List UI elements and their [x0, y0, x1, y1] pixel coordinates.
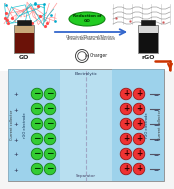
Bar [17, 20, 31, 25]
Circle shape [120, 118, 132, 130]
Circle shape [44, 118, 56, 130]
Text: rGO electrode: rGO electrode [23, 112, 27, 138]
Bar [14, 25, 34, 53]
Text: −: − [46, 149, 54, 158]
Text: rGO: rGO [141, 55, 155, 60]
Text: −: − [33, 164, 41, 173]
Text: +: + [123, 89, 129, 98]
Text: +: + [136, 164, 142, 173]
Circle shape [31, 163, 43, 175]
Circle shape [31, 133, 43, 145]
Text: +: + [123, 119, 129, 128]
Circle shape [120, 163, 132, 175]
Circle shape [120, 133, 132, 145]
Text: +: + [123, 164, 129, 173]
Bar [138, 25, 158, 53]
Circle shape [44, 88, 56, 100]
Circle shape [44, 133, 56, 145]
Text: +: + [136, 119, 142, 128]
Text: +: + [136, 134, 142, 143]
Text: +: + [136, 89, 142, 98]
Text: +: + [14, 122, 18, 128]
Text: Charger: Charger [89, 53, 108, 59]
Text: −: − [33, 119, 41, 128]
Bar [14, 33, 34, 53]
Circle shape [120, 103, 132, 115]
Text: Reduction of
GO: Reduction of GO [73, 14, 101, 23]
Text: +: + [14, 92, 18, 98]
Circle shape [120, 148, 132, 160]
Circle shape [44, 163, 56, 175]
Text: +: + [123, 104, 129, 113]
Text: +: + [123, 149, 129, 158]
Text: −: − [153, 92, 159, 98]
Text: −: − [33, 89, 41, 98]
Text: rGO electrode: rGO electrode [145, 112, 149, 138]
Text: −: − [33, 134, 41, 143]
Bar [8, 69, 164, 181]
Circle shape [44, 103, 56, 115]
Text: −: − [33, 104, 41, 113]
Circle shape [31, 148, 43, 160]
Circle shape [31, 103, 43, 115]
Bar [112, 69, 164, 181]
Bar [8, 69, 60, 181]
Bar [139, 33, 157, 53]
Circle shape [133, 88, 145, 100]
Circle shape [133, 103, 145, 115]
Circle shape [120, 88, 132, 100]
Circle shape [31, 88, 43, 100]
Circle shape [133, 133, 145, 145]
Text: +: + [136, 104, 142, 113]
Text: +: + [14, 108, 18, 112]
Text: −: − [153, 167, 159, 173]
Text: −: − [46, 119, 54, 128]
Circle shape [133, 148, 145, 160]
Text: Electrolytic: Electrolytic [75, 71, 97, 75]
Circle shape [44, 148, 56, 160]
Text: −: − [153, 138, 159, 143]
Text: −: − [153, 122, 159, 128]
Ellipse shape [69, 12, 105, 26]
Text: −: − [46, 89, 54, 98]
Text: Separator: Separator [76, 174, 96, 178]
Text: +: + [136, 149, 142, 158]
Text: +: + [14, 167, 18, 173]
Text: −: − [153, 108, 159, 112]
Bar [141, 20, 155, 25]
Text: −: − [46, 104, 54, 113]
Text: Current collector: Current collector [158, 110, 162, 140]
Circle shape [133, 163, 145, 175]
Bar [0, 0, 174, 71]
Text: −: − [153, 153, 159, 157]
Text: +: + [123, 134, 129, 143]
Text: −: − [33, 149, 41, 158]
Text: +: + [14, 138, 18, 143]
Text: GO: GO [19, 55, 29, 60]
Circle shape [133, 118, 145, 130]
Circle shape [31, 118, 43, 130]
Text: −: − [46, 164, 54, 173]
Circle shape [76, 50, 89, 63]
Text: +: + [14, 153, 18, 157]
Text: chemical/Photo-reduction: chemical/Photo-reduction [67, 37, 115, 41]
Text: −: − [46, 134, 54, 143]
Text: Chemical/Thermal/Electro-: Chemical/Thermal/Electro- [66, 35, 116, 39]
Text: Current collector: Current collector [10, 110, 14, 140]
